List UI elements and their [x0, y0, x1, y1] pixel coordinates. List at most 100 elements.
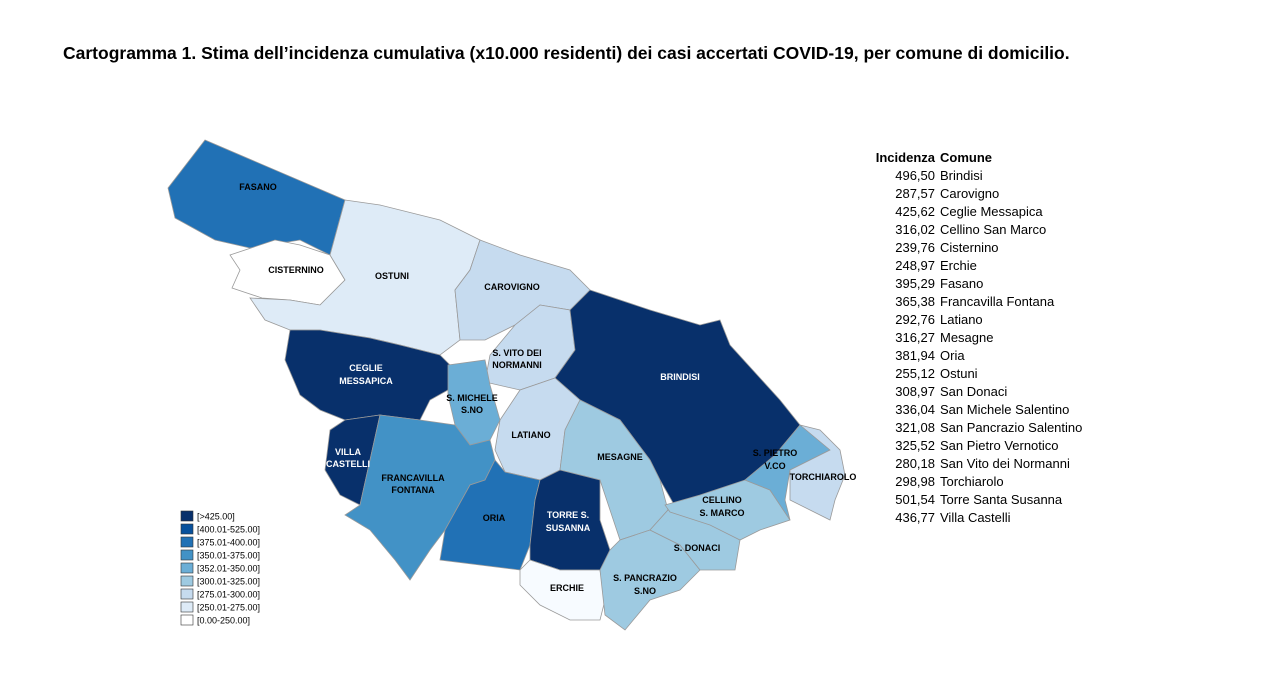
table-cell: Ostuni: [940, 366, 978, 381]
legend-swatch: [180, 510, 194, 522]
table-cell: 501,54: [895, 492, 935, 507]
table-cell: San Donaci: [940, 384, 1007, 399]
table-cell: 239,76: [895, 240, 935, 255]
table-cell: 316,27: [895, 330, 935, 345]
legend-swatch: [180, 588, 194, 600]
legend-swatch: [180, 601, 194, 613]
label-line: V.CO: [764, 461, 785, 471]
region-shape: [529, 469, 611, 571]
region-label: S. VITO DEI NORMANNI: [492, 348, 542, 370]
label-line: MESAGNE: [597, 452, 643, 462]
label-line: OSTUNI: [375, 271, 409, 281]
legend-swatch: [180, 575, 194, 587]
table: Incidenza Comune 496,50 Brindisi 287,57 Car…: [876, 150, 1083, 525]
legend: [>425.00] [400.01-525.00] [375.01-400.00] […: [180, 510, 260, 626]
label-line: S. DONACI: [674, 543, 721, 553]
table-cell: San Vito dei Normanni: [940, 456, 1070, 471]
label-line: S.NO: [634, 586, 656, 596]
table-cell: 308,97: [895, 384, 935, 399]
region-label: LATIANO: [511, 430, 550, 440]
legend-label: [0.00-250.00]: [197, 616, 250, 626]
table-cell: 287,57: [895, 186, 935, 201]
legend-swatch: [180, 614, 194, 626]
title: Cartogramma 1. Stima dell’incidenza cumu…: [63, 43, 1070, 63]
label-line: S. MARCO: [700, 508, 745, 518]
region-label: VILLA CASTELLI: [326, 447, 370, 469]
legend-swatch: [180, 523, 194, 535]
label-line: BRINDISI: [660, 372, 700, 382]
legend-label: [275.01-300.00]: [197, 590, 260, 600]
label-line: SUSANNA: [546, 523, 591, 533]
legend-label: [400.01-525.00]: [197, 525, 260, 535]
table-cell: 292,76: [895, 312, 935, 327]
region-label: CEGLIE MESSAPICA: [339, 363, 393, 386]
label-line: CELLINO: [702, 495, 742, 505]
table-cell: Ceglie Messapica: [940, 204, 1043, 219]
legend-label: [300.01-325.00]: [197, 577, 260, 587]
table-cell: San Michele Salentino: [940, 402, 1069, 417]
table-cell: 298,98: [895, 474, 935, 489]
label-line: VILLA: [335, 447, 361, 457]
legend-swatch: [180, 562, 194, 574]
label-line: CAROVIGNO: [484, 282, 540, 292]
region-label: TORRE S. SUSANNA: [546, 510, 591, 533]
label-line: ORIA: [483, 513, 506, 523]
table-cell: Erchie: [940, 258, 977, 273]
table-cell: Latiano: [940, 312, 983, 327]
region-label: TORCHIAROLO: [790, 472, 857, 482]
label-line: NORMANNI: [492, 360, 542, 370]
legend-label: [375.01-400.00]: [197, 538, 260, 548]
table-cell: Oria: [940, 348, 965, 363]
region-label: CISTERNINO: [268, 265, 324, 275]
legend-swatch: [180, 536, 194, 548]
legend-label: [350.01-375.00]: [197, 551, 260, 561]
table-cell: Villa Castelli: [940, 510, 1011, 525]
label-line: FASANO: [239, 182, 277, 192]
region-label: CELLINO S. MARCO: [700, 495, 745, 518]
label-line: S. PANCRAZIO: [613, 573, 677, 583]
region-label: OSTUNI: [375, 271, 409, 281]
table-cell: 425,62: [895, 204, 935, 219]
region-shape: [664, 479, 791, 541]
label-line: S. VITO DEI: [492, 348, 541, 358]
table-cell: Cisternino: [940, 240, 999, 255]
region-label: FRANCAVILLA FONTANA: [381, 473, 445, 495]
table-cell: Cellino San Marco: [940, 222, 1046, 237]
label-line: FONTANA: [391, 485, 435, 495]
table-cell: San Pancrazio Salentino: [940, 420, 1082, 435]
region-label: S. PANCRAZIO S.NO: [613, 573, 677, 596]
region-label: MESAGNE: [597, 452, 643, 462]
region-label: ERCHIE: [550, 583, 584, 593]
region-shape: [284, 329, 456, 421]
region-label: BRINDISI: [660, 372, 700, 382]
table-cell: 436,77: [895, 510, 935, 525]
label-line: S. PIETRO: [753, 448, 798, 458]
label-line: ERCHIE: [550, 583, 584, 593]
table-cell: Torre Santa Susanna: [940, 492, 1063, 507]
table-cell: 496,50: [895, 168, 935, 183]
label-line: CASTELLI: [326, 459, 370, 469]
region-label: ORIA: [483, 513, 506, 523]
region-shape: [789, 424, 846, 521]
table-cell: Carovigno: [940, 186, 999, 201]
legend-label: [352.01-350.00]: [197, 564, 260, 574]
region-label: S. DONACI: [674, 543, 721, 553]
table-cell: 255,12: [895, 366, 935, 381]
regions: [167, 139, 846, 631]
table-cell: 321,08: [895, 420, 935, 435]
table-cell: Fasano: [940, 276, 983, 291]
region-shape: [519, 559, 606, 621]
label-line: CISTERNINO: [268, 265, 324, 275]
table-cell: San Pietro Vernotico: [940, 438, 1059, 453]
table-cell: 316,02: [895, 222, 935, 237]
table-cell: Brindisi: [940, 168, 983, 183]
table-cell: Mesagne: [940, 330, 993, 345]
legend-label: [250.01-275.00]: [197, 603, 260, 613]
table-cell: Torchiarolo: [940, 474, 1004, 489]
table-cell: 325,52: [895, 438, 935, 453]
table-cell: 248,97: [895, 258, 935, 273]
label-line: CEGLIE: [349, 363, 383, 373]
table-header: Comune: [940, 150, 992, 165]
